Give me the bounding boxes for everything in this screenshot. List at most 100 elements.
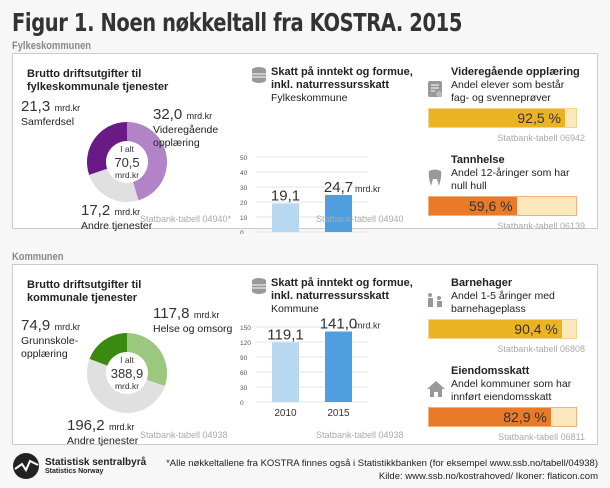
donut-slice (89, 168, 139, 202)
bar-unit-label: mrd.kr (355, 184, 381, 194)
children-icon (428, 293, 442, 307)
bar-chart-title: inkl. naturressursskatt (271, 290, 389, 302)
donut-slice (87, 122, 127, 175)
slice-label: 74,9 mrd.kr Grunnskole-opplæring (21, 317, 80, 361)
slice-name: Samferdsel (21, 116, 75, 128)
y-tick-label: 0 (240, 230, 244, 234)
progress-label: 59,6 % (469, 198, 513, 214)
donut-center-text: mrd.kr (115, 170, 139, 180)
footer-note: *Alle nøkkeltallene fra KOSTRA finnes og… (166, 458, 598, 469)
indicator-desc: Andel 12-åringer som har (451, 167, 570, 179)
section-panel: Brutto driftsutgifter til kommunale tjene… (12, 264, 598, 448)
progress-fill: 59,6 % (429, 197, 517, 215)
indicator-desc: fag- og svenneprøver (451, 92, 551, 104)
bar (272, 342, 299, 402)
indicator-desc: innført eiendomsskatt (451, 391, 552, 403)
slice-unit: mrd.kr (114, 207, 141, 217)
y-tick-label: 60 (240, 370, 248, 377)
source-text: Statbank-tabell 04938 (316, 430, 404, 440)
bar-chart-title: Skatt på inntekt og formue, (271, 277, 413, 289)
donut-center-text: 70,5 (114, 155, 139, 170)
bar-chart-title: Skatt på inntekt og formue, (271, 66, 413, 78)
donut-slice (87, 358, 165, 413)
slice-unit: mrd.kr (54, 103, 81, 113)
slice-value: 196,2 (67, 417, 105, 434)
bar-value-label: 19,1 (271, 187, 300, 204)
tooth-icon (428, 169, 442, 186)
source-text: Statbank-tabell 04938 (140, 430, 228, 440)
slice-value: 21,3 (21, 98, 51, 115)
slice-label: 196,2 mrd.kr Andre tjenester (67, 417, 138, 448)
slice-name: Grunnskole- (21, 335, 79, 347)
source-text: Statbank-tabell 04940* (140, 214, 232, 224)
indicator-desc: Andel elever som består (451, 79, 565, 91)
indicator-title: Eiendomsskatt (451, 365, 530, 377)
donut-center-text: I alt (120, 144, 134, 154)
source-text: Statbank-tabell 06942 (497, 133, 585, 143)
section-label: Kommunen (12, 251, 64, 263)
progress-bar: 92,5 % (428, 108, 577, 128)
donut-title: fylkeskommunale tjenester (27, 81, 169, 93)
progress-bar: 90,4 % (428, 319, 577, 339)
bar-unit-label: mrd.kr (355, 321, 381, 331)
progress-label: 82,9 % (503, 409, 547, 425)
slice-name: Andre tjenester (67, 435, 139, 447)
bar-value-label: 24,7 (324, 179, 353, 196)
house-icon (427, 381, 445, 397)
slice-name: Helse og omsorg (153, 323, 233, 335)
progress-label: 92,5 % (517, 110, 561, 126)
y-tick-label: 120 (240, 340, 251, 347)
bar-chart-subtitle: Fylkeskommune (271, 92, 348, 104)
progress-fill: 92,5 % (429, 109, 565, 127)
bar-value-label: 119,1 (267, 326, 303, 343)
y-tick-label: 90 (240, 355, 248, 362)
y-tick-label: 40 (240, 170, 248, 177)
coins-icon (252, 278, 266, 294)
section-label: Fylkeskommunen (12, 40, 91, 52)
donut-title: Brutto driftsutgifter til (27, 68, 142, 80)
slice-label: 21,3 mrd.kr Samferdsel (21, 98, 80, 129)
ssb-logo: Statistisk sentralbyrå Statistics Norway (12, 452, 146, 480)
slice-unit: mrd.kr (109, 422, 135, 432)
x-tick-label: 2010 (274, 408, 297, 419)
progress-fill: 90,4 % (429, 320, 562, 338)
y-tick-label: 0 (240, 400, 244, 407)
slice-value: 17,2 (81, 202, 111, 219)
y-tick-label: 150 (240, 325, 251, 332)
donut-center-text: mrd.kr (115, 381, 139, 391)
indicator-desc: Andel 1-5 åringer med (451, 290, 555, 302)
progress-bar: 82,9 % (428, 407, 577, 427)
slice-name: Videregående (153, 124, 219, 136)
bar-chart-title: inkl. naturressursskatt (271, 79, 389, 91)
ssb-logo-icon (13, 453, 39, 479)
slice-unit: mrd.kr (193, 310, 220, 320)
source-text: Statbank-tabell 04940 (316, 214, 404, 224)
logo-name: Statistisk sentralbyrå (45, 457, 147, 468)
indicator-title: Barnehager (451, 277, 513, 289)
indicator-desc: Andel kommuner som har (451, 378, 572, 390)
slice-name: opplæring (153, 137, 200, 149)
y-tick-label: 10 (240, 215, 248, 222)
section-panel: Brutto driftsutgifter til fylkeskommunale… (12, 53, 598, 234)
slice-value: 117,8 (153, 305, 190, 322)
slice-name: opplæring (21, 348, 68, 360)
source-text: Statbank-tabell 06139 (497, 221, 585, 231)
slice-unit: mrd.kr (54, 322, 81, 332)
progress-fill: 82,9 % (429, 408, 551, 426)
slice-unit: mrd.kr (186, 111, 213, 121)
bar (325, 194, 352, 232)
coins-icon (252, 67, 266, 83)
y-tick-label: 20 (240, 200, 248, 207)
bar-value-label: 141,0 (320, 317, 358, 333)
donut-center-text: I alt (120, 355, 134, 365)
bar-chart-subtitle: Kommune (271, 303, 319, 315)
donut-slice (127, 122, 167, 201)
slice-name: Andre tjenester (81, 220, 153, 232)
indicator-title: Tannhelse (451, 154, 505, 166)
donut-center-text: 388,9 (111, 366, 144, 381)
logo-name-en: Statistics Norway (45, 468, 104, 475)
indicator-desc: barnehageplass (451, 303, 526, 315)
